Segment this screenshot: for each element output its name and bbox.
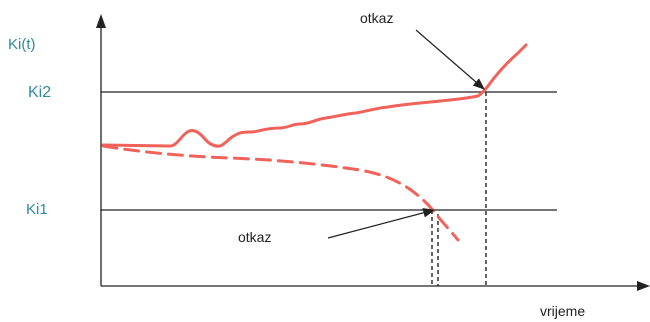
- y-axis-label: Ki(t): [8, 36, 36, 53]
- upper-failure-arrow: [415, 29, 485, 90]
- lower-failure-label: otkaz: [238, 229, 272, 245]
- upper-limit-label: Ki2: [28, 84, 52, 101]
- lower-failure-arrow: [327, 208, 436, 239]
- y-axis-arrow-icon: [96, 14, 106, 28]
- falling-curve: [101, 144, 460, 242]
- upper-failure-label: otkaz: [360, 10, 394, 26]
- x-axis-label: vrijeme: [540, 303, 586, 319]
- lower-limit-label: Ki1: [26, 201, 48, 218]
- x-axis-arrow-icon: [637, 281, 650, 291]
- rising-curve: [101, 43, 528, 148]
